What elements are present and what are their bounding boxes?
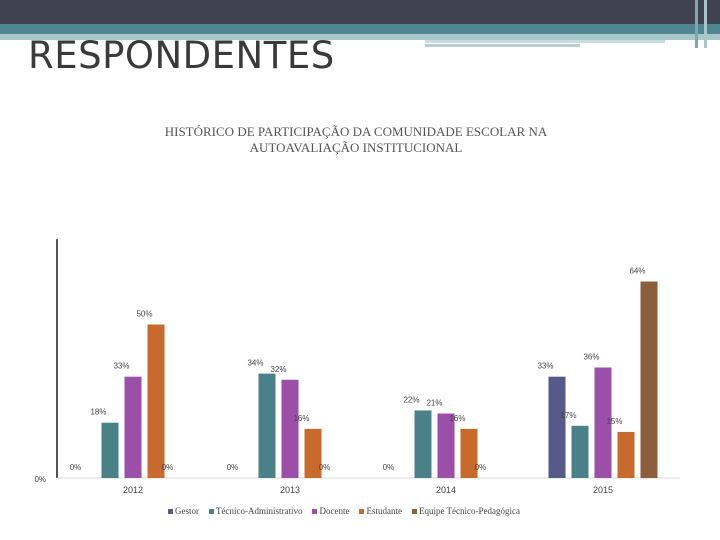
- data-label-docente-2015: 36%: [583, 352, 599, 361]
- legend-item-estudante: Estudante: [359, 506, 402, 516]
- header-bar-dark: [0, 0, 720, 24]
- bar-estudante-2013: [304, 428, 322, 478]
- legend-item-equipe-t-cnico-pedag-gica: Equipe Técnico-Pedagógica: [411, 506, 521, 516]
- data-label-docente-2013: 32%: [270, 365, 286, 374]
- legend-item-docente: Docente: [312, 506, 349, 516]
- data-label-equipe-t-cnico-pedag-gica-2013: 0%: [319, 463, 331, 472]
- bar-t-cnico-administrativo-2015: [571, 425, 589, 478]
- header-bar-light: [0, 34, 720, 40]
- legend-item-gestor: Gestor: [168, 506, 199, 516]
- chart-title: HISTÓRICO DE PARTICIPAÇÃO DA COMUNIDADE …: [164, 124, 548, 155]
- data-label-gestor-2014: 0%: [383, 463, 395, 472]
- data-label-t-cnico-administrativo-2015: 17%: [560, 411, 576, 420]
- data-label-gestor-2013: 0%: [227, 463, 239, 472]
- header-accent-stripe-2: [425, 44, 580, 47]
- legend-swatch: [168, 508, 173, 514]
- x-category-label-2015: 2015: [593, 485, 613, 495]
- data-label-equipe-t-cnico-pedag-gica-2014: 0%: [475, 463, 487, 472]
- data-label-t-cnico-administrativo-2013: 34%: [247, 359, 263, 368]
- legend-label: Gestor: [175, 506, 199, 516]
- data-label-estudante-2013: 16%: [293, 414, 309, 423]
- legend-swatch: [312, 508, 318, 514]
- bar-t-cnico-administrativo-2013: [258, 373, 276, 478]
- slide-title: RESPONDENTES: [28, 34, 335, 77]
- legend-label: Docente: [319, 506, 350, 516]
- legend-swatch: [209, 508, 214, 514]
- bar-docente-2014: [437, 413, 455, 478]
- bar-gestor-2015: [548, 376, 566, 478]
- data-label-estudante-2012: 50%: [136, 310, 152, 319]
- header-bar-teal: [0, 24, 720, 34]
- bar-t-cnico-administrativo-2014: [414, 410, 432, 478]
- legend-swatch: [359, 508, 365, 514]
- data-label-equipe-t-cnico-pedag-gica-2012: 0%: [162, 463, 174, 472]
- bar-estudante-2014: [460, 428, 478, 478]
- bar-docente-2013: [281, 379, 299, 478]
- bar-docente-2015: [594, 367, 612, 478]
- legend-label: Técnico-Administrativo: [216, 506, 303, 516]
- chart-legend: Gestor Técnico-Administrativo Docente Estud…: [168, 505, 520, 517]
- x-category-label-2014: 2014: [436, 485, 456, 495]
- data-label-t-cnico-administrativo-2012: 18%: [90, 408, 106, 417]
- data-label-equipe-t-cnico-pedag-gica-2015: 64%: [629, 267, 645, 276]
- x-category-label-2013: 2013: [280, 485, 300, 495]
- data-label-estudante-2015: 15%: [606, 417, 622, 426]
- legend-item-t-cnico-administrativo: Técnico-Administrativo: [209, 506, 302, 516]
- bar-estudante-2012: [147, 324, 165, 478]
- bar-estudante-2015: [617, 431, 635, 478]
- data-label-estudante-2014: 16%: [449, 414, 465, 423]
- bar-t-cnico-administrativo-2012: [101, 422, 119, 478]
- data-label-gestor-2012: 0%: [70, 463, 82, 472]
- header-notch: [695, 0, 698, 48]
- x-category-label-2012: 2012: [123, 485, 143, 495]
- y-axis-tick-label: 0%: [34, 475, 46, 484]
- data-label-docente-2014: 21%: [426, 399, 442, 408]
- bar-equipe-t-cnico-pedag-gica-2015: [640, 281, 658, 478]
- header-accent-stripe: [425, 40, 665, 43]
- legend-label: Equipe Técnico-Pedagógica: [418, 506, 521, 516]
- legend-label: Estudante: [366, 506, 402, 516]
- data-label-docente-2012: 33%: [113, 362, 129, 371]
- header-notch-2: [704, 0, 707, 48]
- legend-swatch: [411, 508, 417, 514]
- bar-docente-2012: [124, 376, 142, 478]
- data-label-t-cnico-administrativo-2014: 22%: [403, 395, 419, 404]
- data-label-gestor-2015: 33%: [537, 362, 553, 371]
